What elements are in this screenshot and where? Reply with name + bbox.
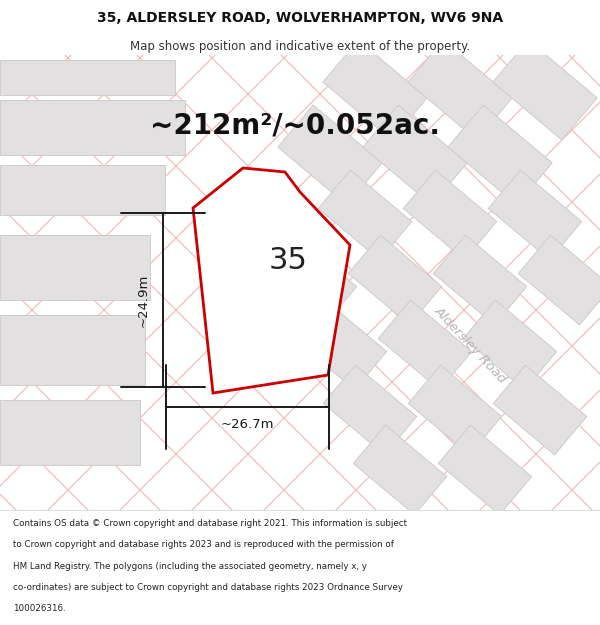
Polygon shape: [378, 300, 472, 390]
Polygon shape: [488, 170, 582, 260]
Text: Contains OS data © Crown copyright and database right 2021. This information is : Contains OS data © Crown copyright and d…: [13, 519, 407, 528]
Polygon shape: [318, 170, 412, 260]
Polygon shape: [263, 235, 357, 325]
Polygon shape: [403, 170, 497, 260]
Text: 35, ALDERSLEY ROAD, WOLVERHAMPTON, WV6 9NA: 35, ALDERSLEY ROAD, WOLVERHAMPTON, WV6 9…: [97, 11, 503, 25]
Polygon shape: [433, 235, 527, 325]
Text: HM Land Registry. The polygons (including the associated geometry, namely x, y: HM Land Registry. The polygons (includin…: [13, 562, 367, 571]
Polygon shape: [408, 40, 512, 140]
Polygon shape: [0, 235, 150, 300]
Polygon shape: [0, 100, 185, 155]
Polygon shape: [348, 235, 442, 325]
Polygon shape: [493, 365, 587, 455]
Text: Map shows position and indicative extent of the property.: Map shows position and indicative extent…: [130, 39, 470, 52]
Polygon shape: [0, 60, 175, 95]
Text: ~26.7m: ~26.7m: [221, 419, 274, 431]
Polygon shape: [323, 365, 417, 455]
Polygon shape: [463, 300, 557, 390]
Polygon shape: [0, 315, 145, 385]
Polygon shape: [193, 168, 350, 393]
Text: co-ordinates) are subject to Crown copyright and database rights 2023 Ordnance S: co-ordinates) are subject to Crown copyr…: [13, 583, 403, 592]
Polygon shape: [293, 300, 387, 390]
Polygon shape: [0, 400, 140, 465]
Text: ~24.9m: ~24.9m: [137, 273, 149, 327]
Text: 100026316.: 100026316.: [13, 604, 66, 613]
Polygon shape: [493, 40, 597, 140]
Polygon shape: [0, 165, 165, 215]
Text: to Crown copyright and database rights 2023 and is reproduced with the permissio: to Crown copyright and database rights 2…: [13, 541, 394, 549]
Polygon shape: [323, 40, 427, 140]
Polygon shape: [448, 105, 552, 205]
Polygon shape: [353, 425, 447, 515]
Text: ~212m²/~0.052ac.: ~212m²/~0.052ac.: [150, 111, 440, 139]
Polygon shape: [518, 235, 600, 325]
Polygon shape: [233, 170, 327, 260]
Polygon shape: [278, 105, 382, 205]
Polygon shape: [408, 365, 502, 455]
Polygon shape: [363, 105, 467, 205]
Polygon shape: [438, 425, 532, 515]
Text: 35: 35: [269, 246, 308, 275]
Text: Aldersley Road: Aldersley Road: [431, 304, 509, 386]
